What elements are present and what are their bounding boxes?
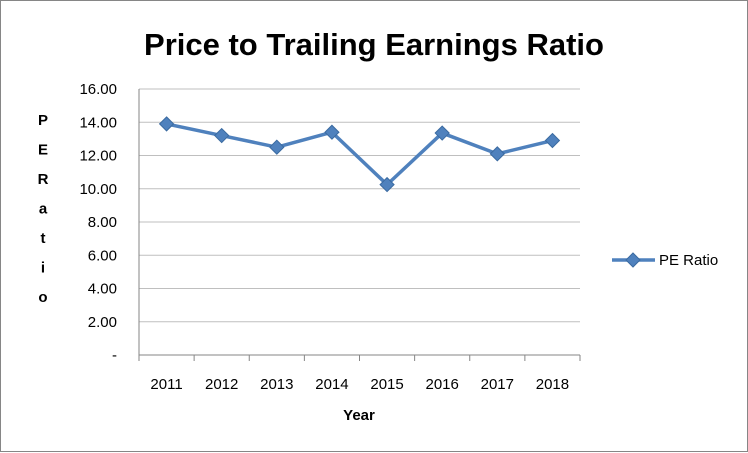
data-point-marker (269, 139, 285, 155)
x-tick-label: 2011 (150, 376, 182, 393)
x-tick-label: 2018 (536, 376, 569, 393)
y-axis-label-char: o (38, 289, 47, 306)
y-tick-label: 14.00 (79, 114, 117, 131)
x-axis-ticks: 2011 2012 2013 2014 2015 2016 2017 2018 (150, 376, 569, 393)
gridlines (138, 88, 581, 361)
x-tick-label: 2014 (315, 376, 348, 393)
data-point-marker (158, 116, 175, 132)
data-point-marker (489, 146, 506, 162)
data-point-marker (544, 132, 561, 149)
x-tick-label: 2016 (426, 376, 459, 393)
y-tick-label: - (112, 347, 117, 364)
y-tick-label: 8.00 (88, 214, 117, 231)
y-tick-label: 6.00 (88, 247, 117, 264)
x-axis-label: Year (343, 407, 375, 424)
data-point-marker (379, 176, 395, 193)
y-axis-label-char: a (39, 201, 48, 218)
y-axis-label-char: P (38, 112, 48, 129)
series-line (166, 122, 553, 187)
y-axis-label-char: E (38, 142, 48, 159)
y-axis-label-char: R (38, 171, 49, 188)
y-axis-label-char: t (41, 230, 46, 247)
data-point-marker (434, 125, 450, 141)
y-tick-label: 10.00 (79, 181, 117, 198)
y-tick-label: 16.00 (79, 81, 117, 98)
legend: PE Ratio (612, 252, 718, 269)
x-tick-label: 2012 (205, 376, 238, 393)
data-point-marker (213, 127, 230, 144)
series-pe-ratio (158, 116, 561, 193)
legend-marker (625, 252, 641, 268)
y-axis-label-char: i (41, 260, 45, 277)
y-tick-label: 2.00 (88, 314, 117, 331)
y-tick-label: 4.00 (88, 281, 117, 298)
x-tick-label: 2017 (481, 376, 514, 393)
y-tick-label: 12.00 (79, 148, 117, 165)
data-point-marker (324, 124, 340, 140)
chart-title: Price to Trailing Earnings Ratio (144, 27, 604, 62)
legend-label: PE Ratio (659, 252, 718, 269)
x-tick-label: 2015 (370, 376, 403, 393)
x-tick-label: 2013 (260, 376, 293, 393)
y-axis-ticks: - 2.00 4.00 6.00 8.00 10.00 12.00 14.00 16.00 (79, 81, 117, 364)
